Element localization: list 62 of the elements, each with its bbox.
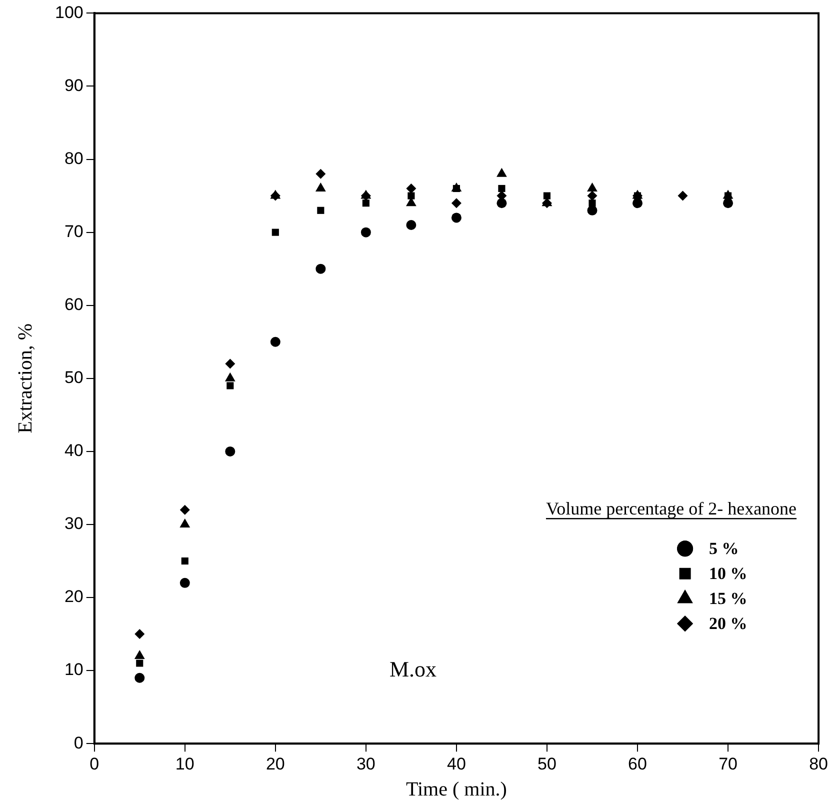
point: [316, 168, 326, 179]
point: [496, 168, 507, 177]
point: [587, 182, 598, 192]
y-tick-label: 40: [64, 441, 84, 460]
y-tick-label: 100: [54, 2, 84, 22]
x-tick-label: 50: [538, 754, 556, 774]
point: [225, 358, 236, 369]
point: [543, 192, 551, 200]
point: [406, 183, 416, 194]
point: [181, 557, 188, 565]
x-tick-label: 20: [266, 754, 285, 774]
point: [406, 220, 416, 230]
y-tick-label: 50: [64, 368, 84, 388]
x-tick-label: 30: [356, 754, 376, 774]
y-axis-title: Extraction, %: [14, 323, 36, 434]
point: [587, 190, 598, 201]
point: [408, 192, 415, 200]
point: [134, 672, 145, 683]
y-tick-label: 20: [64, 587, 84, 606]
y-tick-label: 30: [64, 514, 84, 534]
point: [496, 198, 507, 208]
point: [134, 629, 145, 640]
x-tick-label: 10: [175, 754, 194, 774]
point: [587, 205, 598, 216]
point: [180, 578, 190, 588]
x-tick-label: 70: [718, 754, 738, 774]
legend-title: Volume percentage of 2- hexanone: [546, 498, 797, 519]
point: [272, 228, 279, 236]
y-tick-label: 0: [74, 733, 84, 752]
point: [225, 446, 236, 456]
point: [632, 198, 642, 208]
y-tick-label: 80: [64, 148, 84, 168]
point: [315, 182, 326, 192]
point: [180, 504, 190, 515]
legend-label: 10 %: [709, 564, 748, 583]
legend-label: 5 %: [709, 538, 739, 558]
point: [498, 184, 506, 192]
annotation: M.ox: [389, 656, 437, 682]
point: [360, 227, 371, 238]
legend-label: 15 %: [709, 588, 748, 608]
point: [317, 206, 324, 214]
x-axis-title: Time ( min.): [406, 778, 507, 800]
point: [451, 212, 462, 223]
x-tick-label: 60: [628, 754, 647, 774]
y-tick-label: 70: [64, 222, 84, 242]
point: [723, 198, 734, 208]
y-tick-label: 10: [64, 660, 84, 680]
point: [451, 198, 462, 208]
x-tick-label: 40: [446, 754, 466, 774]
point: [270, 336, 280, 347]
x-tick-label: 0: [90, 754, 100, 774]
y-tick-label: 60: [64, 295, 84, 314]
point: [588, 200, 596, 207]
y-tick-label: 90: [64, 76, 84, 95]
point: [224, 372, 236, 382]
point: [316, 264, 326, 274]
x-tick-label: 80: [809, 754, 828, 774]
point: [226, 382, 234, 390]
point: [678, 190, 688, 201]
legend-label: 20 %: [709, 614, 748, 633]
point: [136, 660, 144, 667]
point: [362, 200, 370, 207]
